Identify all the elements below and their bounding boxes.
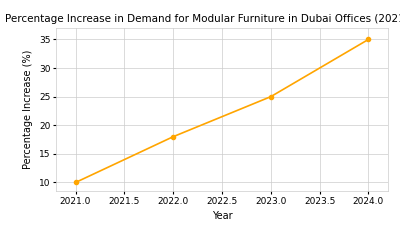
Title: Percentage Increase in Demand for Modular Furniture in Dubai Offices (2021-2024): Percentage Increase in Demand for Modula… <box>5 14 400 24</box>
Y-axis label: Percentage Increase (%): Percentage Increase (%) <box>23 50 33 169</box>
X-axis label: Year: Year <box>212 211 232 221</box>
